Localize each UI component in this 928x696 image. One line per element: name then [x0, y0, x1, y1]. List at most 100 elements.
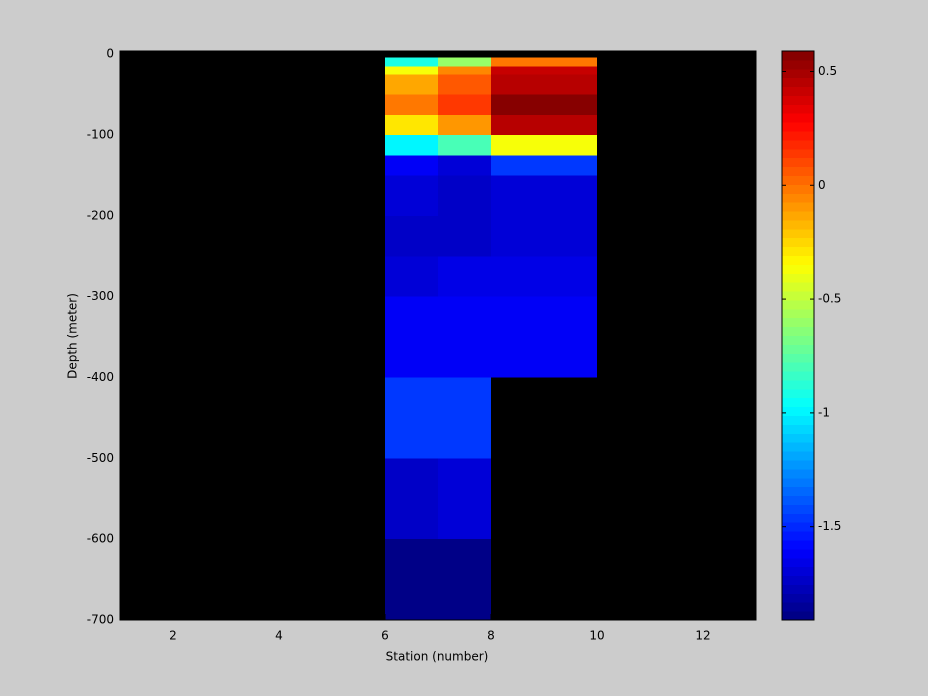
heatmap-cell	[491, 135, 597, 156]
colorbar-segment	[782, 353, 814, 363]
heatmap-cell	[438, 458, 491, 540]
colorbar-tick-label: -1.5	[818, 519, 841, 533]
heatmap-cell	[438, 135, 491, 156]
colorbar-segment	[782, 291, 814, 301]
colorbar-segment	[782, 362, 814, 372]
y-tick-label: -700	[87, 613, 114, 627]
colorbar-segment	[782, 513, 814, 523]
colorbar-segment	[782, 495, 814, 505]
colorbar-segment	[782, 104, 814, 114]
heatmap-cell	[385, 458, 438, 540]
heatmap-cell	[438, 57, 491, 67]
colorbar-segment	[782, 317, 814, 328]
heatmap-cell	[491, 155, 597, 176]
colorbar-segment	[782, 299, 814, 310]
x-tick-label: 4	[275, 629, 283, 643]
colorbar-segment	[782, 202, 814, 212]
y-tick-label: 0	[106, 47, 114, 61]
colorbar-segment	[782, 68, 814, 79]
colorbar-segment	[782, 415, 814, 425]
heatmap-cell	[385, 155, 438, 176]
heatmap-cell	[438, 114, 491, 136]
colorbar-tick-label: -1	[818, 405, 830, 419]
heatmap-cell	[438, 256, 491, 297]
colorbar-tick-label: 0	[818, 178, 826, 192]
colorbar-tick-label: -0.5	[818, 292, 841, 306]
colorbar-segment	[782, 379, 814, 390]
colorbar-segment	[782, 397, 814, 408]
heatmap-cell	[491, 175, 597, 216]
colorbar-segment	[782, 566, 814, 577]
heatmap-cell	[438, 74, 491, 95]
colorbar-segment	[782, 148, 814, 159]
heatmap-cell	[438, 296, 491, 378]
colorbar-segment	[782, 157, 814, 168]
heatmap-cell	[491, 296, 597, 378]
colorbar-segment	[782, 584, 814, 594]
colorbar-segment	[782, 344, 814, 354]
colorbar-tick-label: 0.5	[818, 64, 837, 78]
colorbar-segment	[782, 326, 814, 336]
heatmap-cell	[491, 256, 597, 297]
y-tick-label: -600	[87, 532, 114, 546]
colorbar-segment	[782, 548, 814, 559]
heatmap-cell	[385, 539, 438, 620]
colorbar-segment	[782, 602, 814, 612]
heatmap-cell	[385, 57, 438, 67]
x-tick-label: 12	[695, 629, 710, 643]
colorbar-segment	[782, 139, 814, 150]
heatmap-cell	[385, 256, 438, 297]
heatmap-cell	[385, 377, 438, 459]
colorbar-segment	[782, 166, 814, 176]
colorbar-segment	[782, 273, 814, 283]
colorbar-segment	[782, 175, 814, 185]
colorbar-segment	[782, 442, 814, 452]
colorbar-segment	[782, 193, 814, 203]
colorbar-segment	[782, 504, 814, 514]
colorbar-segment	[782, 51, 814, 61]
colorbar-segment	[782, 539, 814, 550]
colorbar-segment	[782, 211, 814, 221]
heatmap-cell	[385, 296, 438, 378]
colorbar-segment	[782, 246, 814, 256]
heatmap-cell	[438, 155, 491, 176]
colorbar-segment	[782, 255, 814, 265]
colorbar-segment	[782, 433, 814, 443]
heatmap-cell	[438, 377, 491, 459]
heatmap-cell	[491, 66, 597, 75]
heatmap-cell	[491, 74, 597, 95]
colorbar-segment	[782, 557, 814, 568]
colorbar-segment	[782, 184, 814, 194]
colorbar-segment	[782, 95, 814, 105]
colorbar-segment	[782, 451, 814, 461]
colorbar-segment	[782, 282, 814, 292]
heatmap-cell	[385, 215, 438, 257]
colorbar-segment	[782, 86, 814, 96]
y-tick-label: -400	[87, 370, 114, 384]
colorbar-segment	[782, 522, 814, 532]
x-tick-label: 10	[589, 629, 604, 643]
heatmap-cell	[385, 114, 438, 136]
y-tick-label: -100	[87, 128, 114, 142]
x-tick-label: 2	[169, 629, 177, 643]
plot-frame	[119, 50, 757, 621]
heatmap-cell	[438, 215, 491, 257]
colorbar-segment	[782, 219, 814, 230]
y-tick-label: -300	[87, 289, 114, 303]
heatmap-cell	[385, 175, 438, 216]
colorbar-segment	[782, 228, 814, 239]
heatmap-cell	[385, 66, 438, 75]
x-tick-label: 6	[381, 629, 389, 643]
colorbar-segment	[782, 424, 814, 434]
heatmap-cell	[385, 94, 438, 115]
colorbar-segment	[782, 335, 814, 345]
colorbar-segment	[782, 593, 814, 603]
colorbar-segment	[782, 477, 814, 488]
heatmap-cell	[491, 94, 597, 115]
colorbar-segment	[782, 308, 814, 319]
heatmap-cell	[438, 94, 491, 115]
colorbar-segment	[782, 113, 814, 123]
colorbar-segment	[782, 59, 814, 70]
colorbar-segment	[782, 237, 814, 248]
